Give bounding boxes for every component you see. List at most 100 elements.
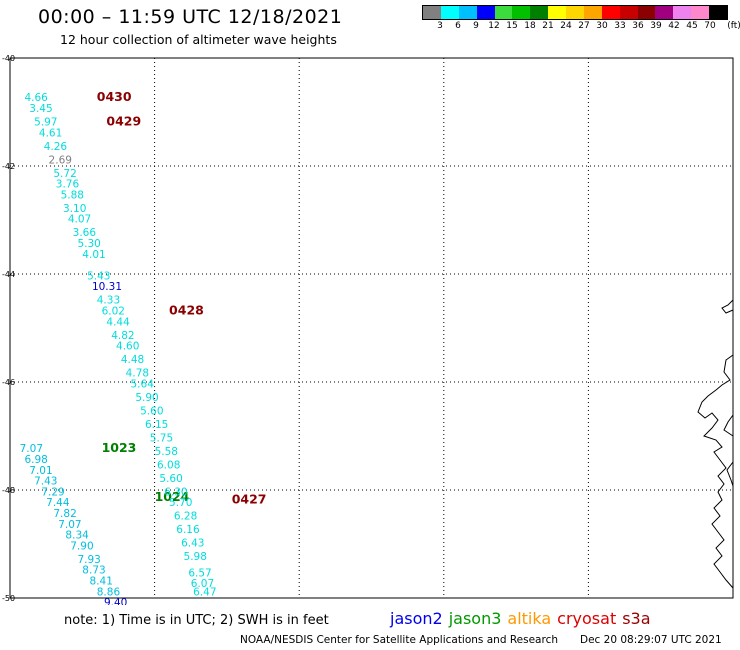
legend-swatch bbox=[691, 6, 709, 19]
wave-height-value: 2.69 bbox=[49, 154, 72, 166]
satellite-name: jason2 bbox=[390, 609, 443, 628]
wave-height-value: 4.26 bbox=[44, 141, 68, 153]
map-subtitle: 12 hour collection of altimeter wave hei… bbox=[60, 32, 337, 47]
legend-swatch bbox=[476, 6, 495, 19]
wave-height-value: 6.08 bbox=[157, 459, 180, 471]
wave-height-value: 7.01 bbox=[29, 465, 52, 477]
satellite-name: altika bbox=[507, 609, 552, 628]
map-title: 00:00 – 11:59 UTC 12/18/2021 bbox=[38, 6, 343, 28]
legend-swatch bbox=[440, 6, 459, 19]
wave-height-value: 4.33 bbox=[97, 295, 120, 307]
wave-height-value: 8.73 bbox=[82, 565, 105, 577]
wave-height-value: 4.48 bbox=[121, 354, 144, 366]
wave-height-value: 7.93 bbox=[77, 554, 100, 566]
legend-tick: 30 bbox=[596, 21, 608, 31]
wave-height-value: 4.60 bbox=[116, 341, 139, 353]
wave-height-value: 6.57 bbox=[188, 567, 211, 579]
legend-swatch bbox=[709, 6, 727, 19]
wave-height-value: 7.07 bbox=[58, 519, 81, 531]
wave-height-value: 5.88 bbox=[61, 189, 84, 201]
wave-height-value: 5.72 bbox=[53, 168, 76, 180]
wave-height-value: 3.66 bbox=[73, 227, 97, 239]
wave-height-value: 9.40 bbox=[104, 597, 127, 605]
wave-height-value: 4.61 bbox=[39, 127, 62, 139]
x-tick-label: -87 bbox=[148, 604, 161, 605]
legend-swatch bbox=[494, 6, 513, 19]
legend-tick: 18 bbox=[524, 21, 536, 31]
x-tick-label: -78 bbox=[582, 604, 595, 605]
legend-tick: 27 bbox=[578, 21, 590, 31]
wave-height-value: 5.30 bbox=[77, 238, 100, 250]
x-tick-label: -81 bbox=[437, 604, 450, 605]
satellite-name: cryosat bbox=[557, 609, 617, 628]
legend-swatch bbox=[566, 6, 584, 19]
wave-height-value: 6.07 bbox=[191, 578, 214, 590]
coastline bbox=[697, 299, 734, 589]
legend-swatch bbox=[583, 6, 602, 19]
y-tick-label: -44 bbox=[2, 270, 15, 279]
wave-height-value: 6.43 bbox=[181, 538, 204, 550]
axis-tick-labels: -90 -87 -84 -81 -78 -75 -40 -42 -44 -46 -48 -50 bbox=[2, 54, 740, 605]
legend-swatch bbox=[512, 6, 531, 19]
wave-height-value: 7.07 bbox=[20, 443, 43, 455]
legend-tick: 33 bbox=[614, 21, 626, 31]
legend-swatch bbox=[530, 6, 549, 19]
legend-tick: 45 bbox=[686, 21, 698, 31]
legend-swatches bbox=[422, 5, 728, 20]
legend-tick: 15 bbox=[506, 21, 518, 31]
track-label: 0430 bbox=[97, 89, 132, 104]
satellite-name: jason3 bbox=[448, 609, 502, 628]
wave-height-value: 5.60 bbox=[159, 473, 182, 485]
wave-height-value: 6.28 bbox=[174, 511, 197, 523]
wave-height-value: 7.90 bbox=[70, 540, 93, 552]
legend-tick: 39 bbox=[650, 21, 662, 31]
legend-swatch bbox=[601, 6, 620, 19]
wave-height-value: 10.31 bbox=[92, 281, 122, 293]
credit-date: Dec 20 08:29:07 UTC 2021 bbox=[580, 634, 722, 646]
legend-tick: 21 bbox=[542, 21, 554, 31]
footnote: note: 1) Time is in UTC; 2) SWH is in fe… bbox=[64, 613, 329, 628]
y-tick-label: -50 bbox=[2, 594, 15, 603]
wave-height-map: -90 -87 -84 -81 -78 -75 -40 -42 -44 -46 -48 -50 043… bbox=[2, 54, 740, 605]
x-tick-label: -75 bbox=[726, 604, 739, 605]
y-tick-label: -46 bbox=[2, 378, 15, 387]
track-label: 0429 bbox=[106, 114, 141, 129]
wave-height-value: 8.86 bbox=[97, 586, 121, 598]
legend-tick: 12 bbox=[488, 21, 500, 31]
satellite-name: s3a bbox=[622, 609, 651, 628]
legend-swatch bbox=[673, 6, 692, 19]
wave-height-value: 5.75 bbox=[150, 432, 173, 444]
wave-height-value: 5.98 bbox=[184, 551, 207, 563]
legend-swatch bbox=[458, 6, 477, 19]
satellite-legend: jason2 jason3 altika cryosat s3a bbox=[390, 609, 657, 628]
legend-tick: 70 bbox=[704, 21, 716, 31]
wave-height-values: 4.663.45 5.974.61 4.262.69 5.723.765.88 3.10… bbox=[20, 92, 217, 605]
wave-height-value: 8.34 bbox=[65, 530, 89, 542]
x-tick-label: -84 bbox=[293, 604, 306, 605]
wave-height-value: 4.07 bbox=[68, 214, 91, 226]
wave-height-value: 3.10 bbox=[63, 203, 86, 215]
legend-tick: 3 bbox=[437, 21, 443, 31]
legend-swatch bbox=[637, 6, 656, 19]
track-labels: 0430 0429 0428 1023 1024 0427 bbox=[97, 89, 267, 506]
map-grid bbox=[10, 58, 733, 598]
wave-height-value: 6.98 bbox=[24, 454, 47, 466]
wave-height-value: 7.29 bbox=[41, 486, 64, 498]
wave-height-value: 5.64 bbox=[131, 378, 155, 390]
wave-height-value: 8.41 bbox=[90, 576, 113, 588]
track-label: 1023 bbox=[102, 440, 137, 455]
track-label: 1024 bbox=[155, 489, 190, 504]
coastline-chile bbox=[697, 299, 734, 589]
legend-swatch bbox=[548, 6, 566, 19]
legend-tick: 9 bbox=[473, 21, 479, 31]
legend-swatch bbox=[619, 6, 638, 19]
color-legend: 3 6 9 12 15 18 21 24 27 30 33 36 39 42 45 70 (ft) bbox=[422, 5, 740, 35]
legend-tick: 6 bbox=[455, 21, 461, 31]
wave-height-value: 4.44 bbox=[106, 316, 130, 328]
legend-labels: 3 6 9 12 15 18 21 24 27 30 33 36 39 42 45 70 (ft) bbox=[422, 20, 740, 32]
wave-height-value: 5.60 bbox=[140, 405, 163, 417]
wave-height-value: 5.97 bbox=[34, 117, 57, 129]
legend-unit: (ft) bbox=[727, 21, 740, 31]
wave-height-value: 4.82 bbox=[111, 330, 134, 342]
legend-tick: 36 bbox=[632, 21, 644, 31]
